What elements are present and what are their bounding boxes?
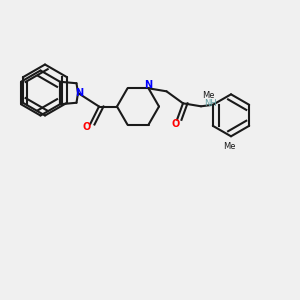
Text: O: O	[83, 122, 91, 133]
Text: Me: Me	[223, 142, 236, 151]
Text: Me: Me	[202, 91, 214, 100]
Text: N: N	[144, 80, 153, 90]
Text: NH: NH	[204, 99, 217, 108]
Text: O: O	[171, 119, 180, 129]
Text: N: N	[75, 88, 84, 98]
